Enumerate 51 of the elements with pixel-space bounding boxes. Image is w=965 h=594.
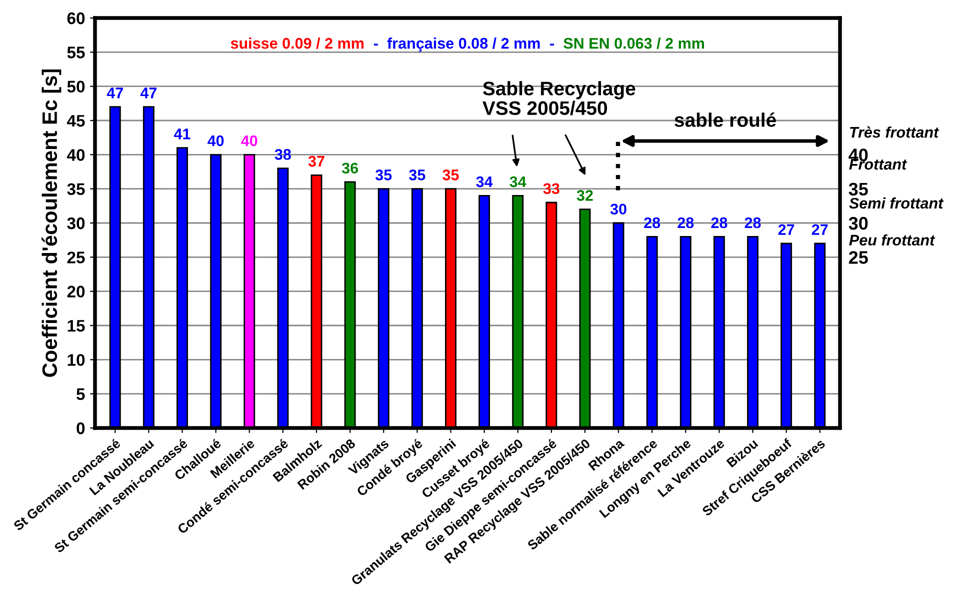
y2-tick-label: 40 bbox=[848, 148, 868, 162]
y-tick-label: 25 bbox=[67, 252, 85, 264]
y2-tick-label: 30 bbox=[848, 216, 868, 230]
y-axis-title: Coefficient d'écoulement Ec [s] bbox=[42, 69, 62, 377]
y-tick-label: 55 bbox=[67, 46, 85, 58]
y-tick-label: 20 bbox=[67, 286, 85, 298]
text: Peu frottant bbox=[849, 234, 936, 246]
text: Semi frottant bbox=[849, 197, 944, 209]
data-label: 38 bbox=[274, 149, 291, 160]
data-label: 35 bbox=[375, 170, 392, 180]
y-tick-label: 45 bbox=[66, 115, 85, 127]
y2-tick-label: 25 bbox=[848, 251, 868, 264]
data-label: 30 bbox=[610, 204, 626, 215]
data-label: 40 bbox=[208, 135, 224, 146]
y-tick-label: 15 bbox=[68, 320, 85, 332]
data-label: 33 bbox=[543, 183, 560, 194]
data-label: 36 bbox=[342, 162, 358, 174]
data-label: 34 bbox=[510, 176, 526, 188]
y-tick-label: 35 bbox=[67, 183, 85, 196]
data-label: 28 bbox=[744, 217, 761, 228]
data-label: 40 bbox=[241, 135, 258, 146]
data-label: 37 bbox=[308, 156, 324, 167]
annotation: - bbox=[374, 44, 378, 46]
data-label: 47 bbox=[106, 88, 123, 98]
y-tick-label: 40 bbox=[66, 149, 85, 161]
annotation: Sable Recyclage VSS 2005/450 bbox=[482, 81, 636, 116]
text: SN EN 0.063 / 2 mm bbox=[564, 38, 704, 49]
data-label: 28 bbox=[711, 217, 728, 228]
y-tick-label: 10 bbox=[68, 354, 85, 366]
data-label: 47 bbox=[140, 88, 157, 98]
text: Très frottant bbox=[850, 126, 940, 138]
text: suisse 0.09 / 2 mm bbox=[230, 38, 364, 49]
data-label: 28 bbox=[644, 217, 660, 228]
data-label: 41 bbox=[174, 128, 190, 140]
y-tick-label: 50 bbox=[67, 80, 85, 93]
data-label: 35 bbox=[442, 170, 459, 180]
y-tick-label: 0 bbox=[76, 422, 85, 434]
y-tick-label: 5 bbox=[76, 388, 85, 400]
annotation: sable roulé bbox=[674, 112, 776, 127]
y2-tick-label: 35 bbox=[848, 182, 868, 196]
text: Frottant bbox=[849, 159, 908, 170]
data-label: 28 bbox=[678, 217, 694, 228]
data-label: 34 bbox=[476, 176, 493, 188]
data-label: 35 bbox=[409, 170, 426, 180]
data-label: 27 bbox=[778, 224, 794, 235]
annotation: - bbox=[550, 44, 554, 46]
y-tick-label: 60 bbox=[67, 12, 85, 24]
y-tick-label: 30 bbox=[67, 217, 85, 230]
data-label: 32 bbox=[576, 190, 593, 201]
text: française 0.08 / 2 mm bbox=[387, 38, 540, 52]
data-label: 27 bbox=[812, 224, 828, 235]
